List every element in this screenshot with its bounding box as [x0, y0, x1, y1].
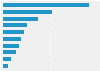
Bar: [3, 24, 26, 27]
Bar: [3, 17, 38, 21]
Bar: [3, 50, 16, 54]
Bar: [3, 10, 52, 14]
Bar: [3, 3, 89, 7]
Bar: [3, 37, 21, 41]
Bar: [3, 30, 24, 34]
Bar: [3, 64, 8, 68]
Bar: [3, 44, 19, 47]
Bar: [3, 57, 11, 61]
